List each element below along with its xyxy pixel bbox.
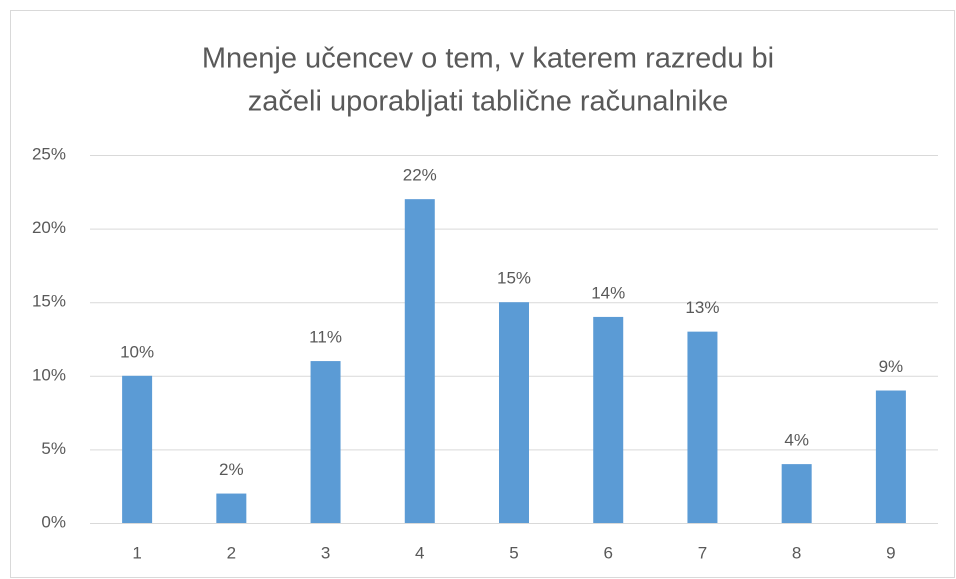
y-tick-label: 10%: [32, 365, 66, 384]
x-tick-label: 8: [792, 543, 801, 562]
y-tick-label: 5%: [41, 439, 66, 458]
x-tick-label: 5: [509, 543, 518, 562]
data-label: 4%: [784, 431, 809, 450]
x-tick-label: 7: [698, 543, 707, 562]
x-tick-label: 6: [603, 543, 612, 562]
data-label: 22%: [403, 166, 437, 185]
bar: [404, 199, 435, 523]
x-tick-label: 4: [415, 543, 424, 562]
y-tick-label: 25%: [32, 144, 66, 163]
y-tick-label: 0%: [41, 512, 66, 531]
bar: [499, 302, 529, 523]
bar: [310, 361, 341, 523]
bar: [593, 316, 624, 523]
data-label: 11%: [309, 328, 342, 347]
data-label: 10%: [120, 342, 154, 361]
data-label: 2%: [219, 460, 244, 479]
data-label: 15%: [497, 269, 531, 288]
y-tick-label: 15%: [32, 292, 66, 311]
bar: [781, 464, 812, 523]
bar: [122, 375, 153, 523]
chart-title: Mnenje učencev o tem, v katerem razredu …: [202, 43, 774, 75]
x-tick-label: 3: [321, 543, 330, 562]
x-tick-label: 2: [227, 543, 236, 562]
data-label: 13%: [685, 298, 719, 317]
bar: [216, 493, 247, 523]
x-tick-label: 1: [132, 543, 141, 562]
chart-title: začeli uporabljati tablične računalnike: [248, 86, 728, 118]
y-tick-label: 20%: [32, 218, 66, 237]
bar: [875, 390, 906, 523]
data-label: 14%: [591, 283, 625, 302]
bar: [687, 331, 718, 523]
x-tick-label: 9: [886, 543, 895, 562]
data-label: 9%: [879, 357, 904, 376]
